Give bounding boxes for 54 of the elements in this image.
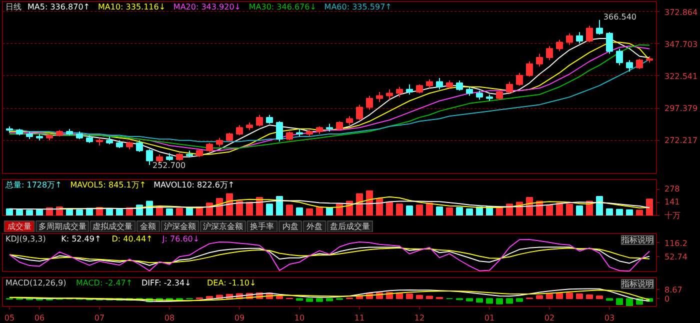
x-tick-label: 10 <box>294 314 305 322</box>
y-tick-label: 278 <box>664 184 680 194</box>
text: 沪深京金额 <box>202 222 243 231</box>
x-tick-label: 09 <box>234 314 245 322</box>
y-tick-label: 297.379 <box>664 104 698 114</box>
x-tick-label: 06 <box>34 314 45 322</box>
x-tick-label: 12 <box>414 314 425 322</box>
y-tick-label: 十万 <box>664 211 680 220</box>
text: 成交量 <box>7 222 32 231</box>
y-tick-label: 141 <box>664 198 680 207</box>
text: 外盘 <box>306 222 323 231</box>
x-tick-label: 05 <box>4 314 15 322</box>
y-tick-label: 322.541 <box>664 72 698 81</box>
text: 换手率 <box>250 222 274 231</box>
text: D: 40.44↑ <box>112 234 153 244</box>
y-tick-label: 272.217 <box>664 136 698 146</box>
text: MA20: 343.920↓ <box>173 2 241 12</box>
chart-title: 日线 <box>6 2 22 12</box>
x-tick-label: 08 <box>164 314 175 322</box>
text: MA5: 336.870↑ <box>28 2 90 12</box>
series-label: J: 76.60↓ <box>161 234 200 244</box>
y-tick-label: 52.74 <box>664 252 688 262</box>
text: MA60: 335.597↑ <box>324 2 392 12</box>
text: 沪深金额 <box>164 222 196 231</box>
series-label: MAVOL10: 822.6万↑ <box>154 180 235 190</box>
text: 内盘 <box>282 222 298 231</box>
text: 多周期成交量 <box>38 222 86 231</box>
chart-title: KDJ(9,3,3) <box>6 234 46 244</box>
text: 总量: 1728万↑ <box>4 180 62 190</box>
y-tick-label: 0 <box>664 294 670 304</box>
x-tick-label: 07 <box>94 314 105 322</box>
text: MAVOL5: 845.1万↑ <box>70 180 146 190</box>
series-label: DEA: -1.10↓ <box>207 278 256 288</box>
annotation: 指标说明 <box>620 280 654 288</box>
series-label: K: 52.49↑ <box>61 234 102 244</box>
y-tick-label: 116.2 <box>664 238 688 248</box>
text: MA30: 346.676↓ <box>248 2 316 12</box>
y-tick-label: 372.864 <box>664 8 698 17</box>
annotation: 指标说明 <box>620 236 654 244</box>
text: 盘后成交量 <box>330 222 370 231</box>
y-tick-label: 8.67 <box>664 285 682 294</box>
x-tick-label: 03 <box>604 314 615 322</box>
text: MA10: 335.116↓ <box>98 2 166 12</box>
x-tick-label: 02 <box>544 314 555 322</box>
annotation: 252.700 <box>152 160 186 170</box>
text: 金额 <box>140 222 156 231</box>
x-tick-label: 01 <box>484 314 495 322</box>
series-label: MACD: -2.47↑ <box>76 278 133 288</box>
series-label: DIFF: -2.34↓ <box>142 278 192 288</box>
annotation: 366.540 <box>603 12 637 22</box>
x-tick-label: 11 <box>354 314 365 322</box>
y-tick-label: 347.703 <box>664 40 698 49</box>
chart-title: MACD(12,26,9) <box>6 278 66 288</box>
text: 虚拟成交量 <box>92 222 133 231</box>
